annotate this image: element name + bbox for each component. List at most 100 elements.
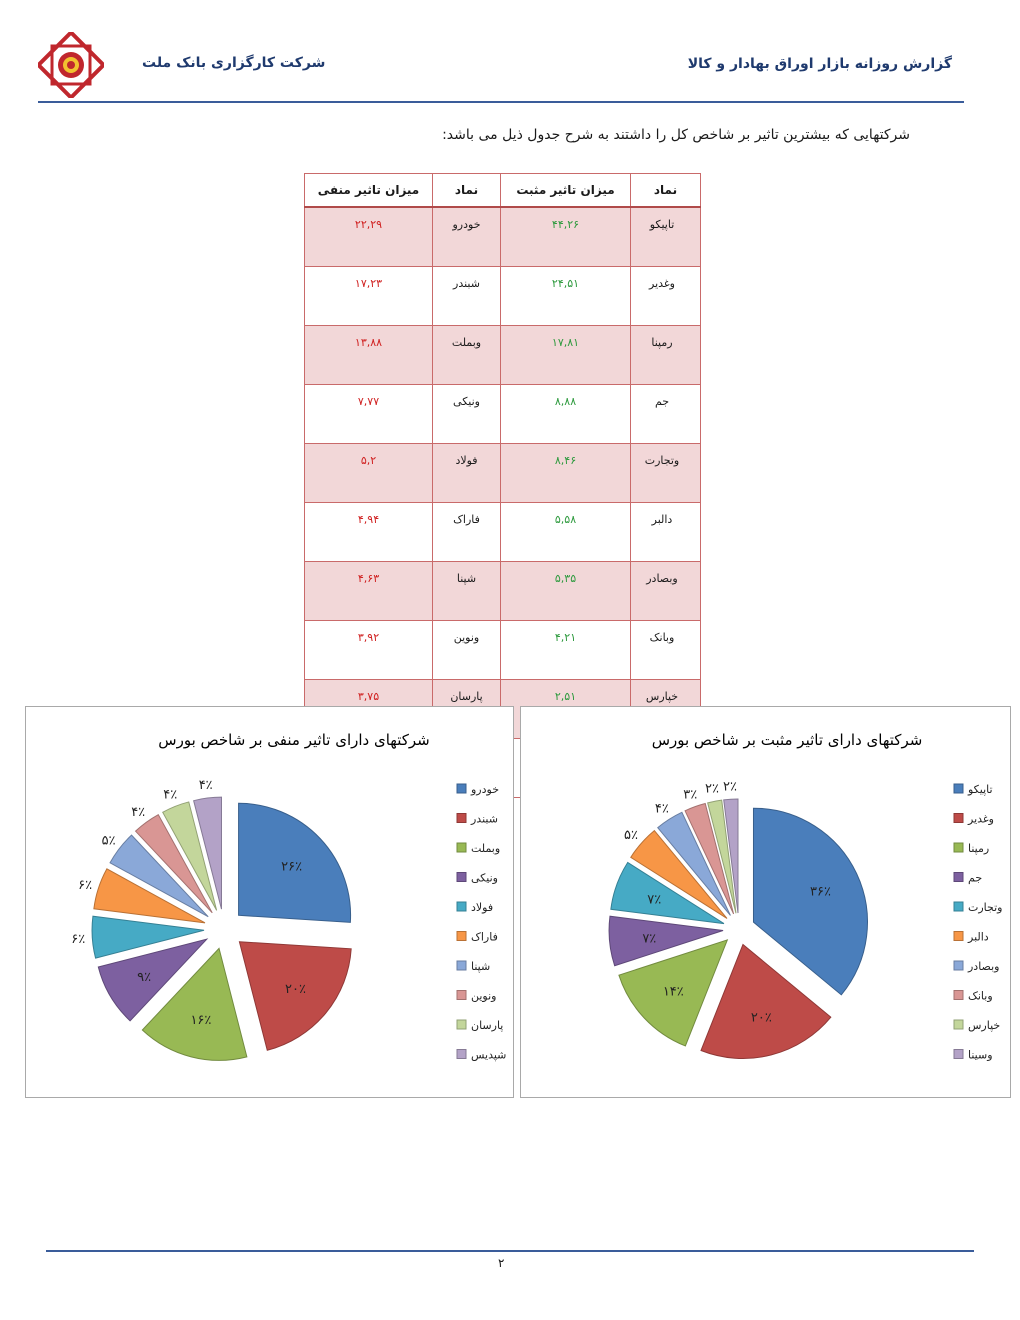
pie-slice — [608, 915, 724, 967]
legend-swatch — [953, 813, 964, 823]
legend-swatch — [456, 783, 467, 794]
positive-impact-chart: شرکتهای دارای تاثیر مثبت بر شاخص بورس ۳۶٪… — [520, 706, 1011, 1098]
slice-label: ۱۶٪ — [190, 1013, 211, 1028]
negative-value-cell: ۴,۶۳ — [304, 561, 433, 621]
negative-value-cell: ۷,۷۷ — [304, 384, 433, 444]
negative-value-cell: ۱۳,۸۸ — [304, 325, 433, 385]
table-row: رمپنا ۱۷,۸۱ وبملت ۱۳,۸۸ — [304, 325, 701, 385]
table-row: وبانک ۴,۲۱ ونوین ۳,۹۲ — [304, 620, 701, 680]
pie-slice — [610, 861, 725, 925]
legend-swatch — [953, 901, 964, 912]
pie-slice — [134, 813, 213, 914]
slice-label: ۷٪ — [642, 931, 656, 946]
slice-label: ۴٪ — [163, 787, 177, 802]
slice-label: ۴٪ — [131, 805, 145, 820]
negative-symbol-cell: خودرو — [432, 206, 501, 267]
slice-label: ۵٪ — [624, 828, 638, 843]
positive-symbol-cell: دالبر — [630, 502, 701, 562]
header-negative-value: میزان تاثیر منفی — [304, 173, 433, 208]
footer-divider — [46, 1250, 974, 1252]
positive-value-cell: ۸,۸۸ — [500, 384, 631, 444]
company-name: شرکت کارگزاری بانک ملت — [142, 55, 326, 71]
pie-slice — [93, 868, 206, 924]
header-negative-symbol: نماد — [432, 173, 501, 208]
legend-label: ونیکی — [471, 872, 498, 885]
pie-slice — [700, 943, 832, 1059]
chart-title: شرکتهای دارای تاثیر مثبت بر شاخص بورس — [652, 731, 923, 749]
pie-slice — [707, 799, 737, 914]
legend-label: وسینا — [968, 1049, 993, 1062]
pie-slice — [91, 915, 205, 959]
legend-label: وغدیر — [967, 813, 994, 826]
negative-symbol-cell: شپنا — [432, 561, 501, 621]
slice-label: ۷٪ — [647, 892, 661, 907]
slice-label: ۲۰٪ — [751, 1010, 772, 1025]
legend-label: وبانک — [968, 990, 993, 1003]
slice-label: ۱۴٪ — [663, 985, 684, 1000]
legend-swatch — [456, 872, 467, 882]
legend-label: رمپنا — [968, 842, 989, 855]
legend-label: پارسان — [471, 1019, 503, 1032]
legend-swatch — [953, 1049, 964, 1059]
slice-label: ۴٪ — [655, 801, 669, 816]
legend-swatch — [456, 1019, 467, 1030]
header-divider — [38, 101, 964, 103]
legend-label: وبصادر — [967, 960, 999, 973]
slice-label: ۳۶٪ — [810, 885, 831, 900]
positive-value-cell: ۵,۵۸ — [500, 502, 631, 562]
legend-swatch — [953, 842, 964, 853]
pie-slice — [162, 801, 218, 911]
slice-label: ۲۶٪ — [281, 859, 302, 874]
chart-title: شرکتهای دارای تاثیر منفی بر شاخص بورس — [158, 731, 429, 749]
slice-label: ۲۰٪ — [285, 982, 306, 997]
positive-symbol-cell: وبصادر — [630, 561, 701, 621]
slice-label: ۶٪ — [78, 878, 92, 893]
negative-impact-chart: شرکتهای دارای تاثیر منفی بر شاخص بورس ۲۶٪… — [25, 706, 514, 1098]
company-logo — [38, 32, 104, 98]
negative-value-cell: ۳,۹۲ — [304, 620, 433, 680]
positive-value-cell: ۵,۳۵ — [500, 561, 631, 621]
pie-slice — [109, 834, 209, 918]
pie-slice — [238, 941, 352, 1051]
table-row: وتجارت ۸,۴۶ فولاد ۵,۲ — [304, 443, 701, 503]
slice-label: ۲٪ — [705, 782, 719, 797]
legend-label: شپنا — [471, 960, 490, 973]
legend-label: وبملت — [471, 842, 500, 855]
legend-swatch — [456, 813, 467, 823]
legend-label: ونوین — [471, 990, 497, 1003]
pie-slice — [657, 811, 731, 916]
report-title: گزارش روزانه بازار اوراق بهادار و کالا — [687, 56, 952, 72]
positive-symbol-cell: تاپیکو — [630, 206, 701, 267]
negative-value-cell: ۲۲,۲۹ — [304, 206, 433, 267]
table-header-row: نماد میزان تاثیر مثبت نماد میزان تاثیر م… — [304, 173, 701, 208]
positive-value-cell: ۴۴,۲۶ — [500, 206, 631, 267]
legend-label: تاپیکو — [967, 783, 993, 796]
legend-label: وتجارت — [968, 901, 1003, 914]
legend-label: خپارس — [968, 1019, 1000, 1032]
table-row: دالبر ۵,۵۸ فاراک ۴,۹۴ — [304, 502, 701, 562]
positive-value-cell: ۲۴,۵۱ — [500, 266, 631, 326]
pie-slice — [618, 939, 729, 1047]
pie-slice — [141, 947, 248, 1061]
negative-symbol-cell: وبملت — [432, 325, 501, 385]
legend-swatch — [456, 1049, 467, 1059]
legend-label: شپدیس — [471, 1049, 506, 1062]
positive-symbol-cell: وغدیر — [630, 266, 701, 326]
pie-slice — [630, 829, 728, 919]
intro-text: شرکتهایی که بیشترین تاثیر بر شاخص کل را … — [442, 127, 910, 143]
negative-symbol-cell: ونوین — [432, 620, 501, 680]
legend-swatch — [953, 1019, 964, 1030]
negative-symbol-cell: شبندر — [432, 266, 501, 326]
positive-value-cell: ۸,۴۶ — [500, 443, 631, 503]
pie-slice — [238, 802, 352, 923]
legend-swatch — [456, 901, 467, 912]
header-positive-symbol: نماد — [630, 173, 701, 208]
slice-label: ۵٪ — [102, 834, 116, 849]
negative-value-cell: ۴,۹۴ — [304, 502, 433, 562]
header-positive-value: میزان تاثیر مثبت — [500, 173, 631, 208]
legend-label: فولاد — [471, 901, 493, 914]
table-row: تاپیکو ۴۴,۲۶ خودرو ۲۲,۲۹ — [304, 206, 701, 267]
pie-slice — [193, 796, 222, 910]
negative-symbol-cell: فولاد — [432, 443, 501, 503]
legend-label: فاراک — [471, 931, 498, 944]
